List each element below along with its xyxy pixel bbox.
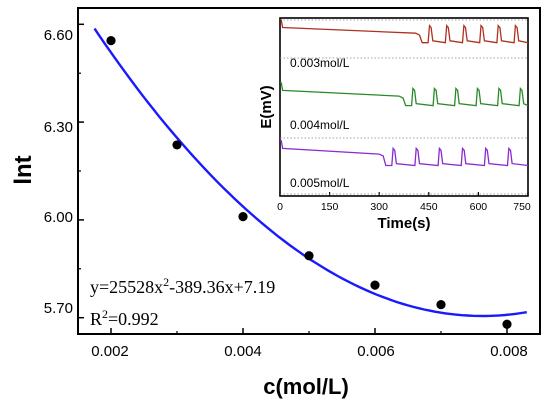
inset-trace-line — [280, 82, 529, 107]
y-tick-label: 6.30 — [44, 119, 73, 136]
x-tick-label: 0.004 — [224, 343, 262, 360]
x-tick-label: 0.008 — [490, 343, 528, 360]
inset-trace-line — [280, 19, 529, 44]
data-point — [106, 36, 116, 46]
inset-traces-group — [280, 19, 529, 195]
data-point — [502, 319, 512, 329]
data-points-group — [106, 36, 512, 329]
data-point — [370, 280, 380, 290]
x-tick-label: 0.002 — [91, 343, 129, 360]
trace-label-0005: 0.005mol/L — [290, 176, 350, 190]
x-tick-label: 0.006 — [357, 343, 395, 360]
inset-x-tick-label: 0 — [277, 201, 283, 213]
y-tick-label: 5.70 — [44, 300, 73, 317]
inset-x-axis-title: Time(s) — [377, 215, 430, 232]
y-tick-label: 6.60 — [44, 27, 73, 44]
data-point — [304, 251, 314, 261]
inset-y-axis-title: E(mV) — [258, 85, 275, 128]
trace-label-0004: 0.004mol/L — [290, 118, 350, 132]
x-axis-title: c(mol/L) — [263, 374, 349, 399]
main-axis-ticks — [78, 23, 508, 334]
fit-equation: y=25528x2-389.36x+7.19 — [90, 275, 275, 297]
data-point — [238, 212, 248, 222]
trace-label-0003: 0.003mol/L — [290, 56, 350, 70]
inset-x-tick-label: 150 — [321, 201, 339, 213]
inset-trace-line — [280, 140, 529, 167]
inset-x-tick-label: 300 — [370, 201, 388, 213]
data-point — [172, 140, 182, 150]
inset-x-tick-label: 450 — [420, 201, 438, 213]
y-tick-label: 6.00 — [44, 209, 73, 226]
inset-x-tick-label: 750 — [513, 201, 531, 213]
inset-plot-frame — [279, 17, 529, 197]
fit-r-squared: R2=0.992 — [90, 307, 159, 329]
inset-x-tick-label: 600 — [470, 201, 488, 213]
data-point — [436, 300, 446, 310]
y-axis-title: lnt — [10, 155, 37, 184]
